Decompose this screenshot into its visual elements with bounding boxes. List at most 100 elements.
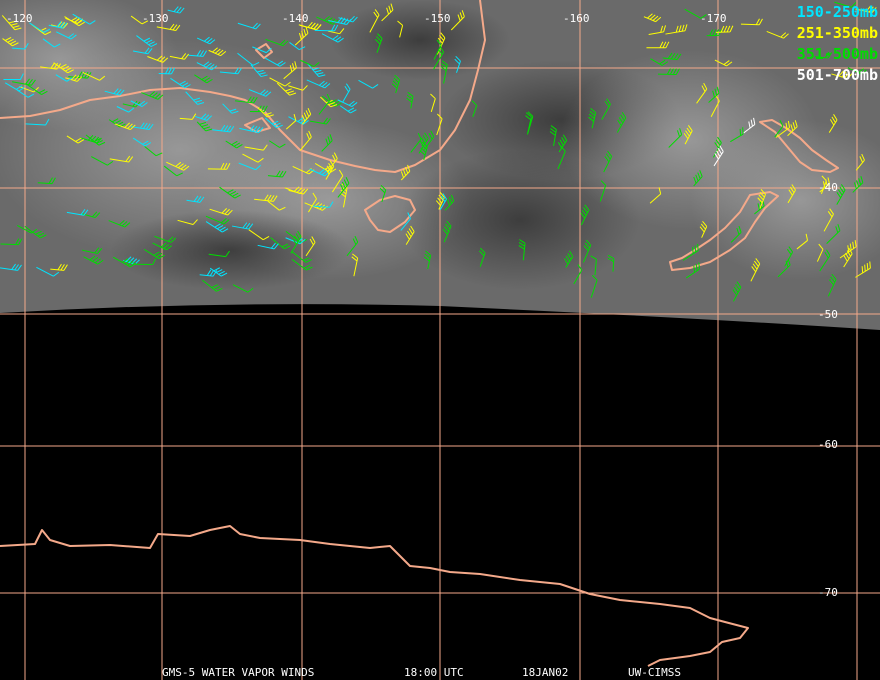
wind-barb — [167, 6, 185, 14]
wind-barb — [766, 30, 789, 39]
wind-barb — [588, 107, 597, 129]
wind-barb — [202, 279, 223, 292]
wind-barb — [397, 20, 404, 38]
wind-barb — [855, 261, 871, 278]
wind-barb — [305, 236, 316, 257]
wind-barb — [19, 86, 39, 93]
wind-barb — [219, 67, 242, 75]
coast-antarctica — [0, 525, 749, 667]
wind-barb — [557, 134, 568, 153]
wind-barb — [179, 113, 197, 120]
wind-barb — [337, 99, 358, 108]
wind-barb — [549, 125, 557, 147]
wind-barb — [254, 194, 278, 202]
coast-nz-south-island — [669, 191, 779, 271]
wind-barb — [814, 51, 833, 59]
wind-barb — [72, 13, 96, 25]
wind-barb — [314, 162, 337, 173]
wind-barb — [649, 187, 662, 204]
wind-barb — [264, 117, 283, 129]
wind-barb — [599, 180, 607, 202]
wind-barb — [419, 141, 428, 161]
wind-barb — [270, 237, 291, 250]
wind-barb — [590, 255, 597, 276]
wind-barb — [375, 33, 383, 53]
wind-barb — [194, 113, 213, 121]
wind-barb — [471, 100, 478, 118]
wind-barb — [205, 215, 230, 225]
wind-barb — [232, 222, 254, 230]
wind-barb — [406, 91, 414, 109]
wind-barb — [147, 55, 169, 63]
wind-barb — [132, 258, 157, 265]
wind-barb — [309, 117, 331, 125]
wind-barb — [301, 107, 312, 125]
wind-barb — [65, 74, 83, 82]
wind-barb — [269, 140, 286, 148]
lon-label: -130 — [142, 12, 169, 25]
wind-barb — [321, 33, 344, 43]
latitude-labels: -40 -50 -60 -70 — [818, 181, 838, 599]
caption-time: 18:00 UTC — [404, 666, 464, 679]
wind-barb — [248, 89, 272, 97]
wind-barb — [290, 230, 302, 254]
wind-barb — [244, 144, 268, 151]
caption-source: UW-CIMSS — [628, 666, 681, 679]
wind-barb — [754, 199, 765, 215]
wind-barb — [37, 177, 56, 185]
wind-barb — [130, 100, 148, 107]
wind-barb — [603, 150, 613, 173]
wind-barb — [234, 96, 258, 104]
wind-barb — [435, 192, 445, 210]
wind-barb — [309, 168, 331, 177]
wind-barb — [199, 269, 218, 277]
wind-barb — [424, 130, 435, 150]
wind-barb — [82, 247, 103, 255]
wind-barb — [114, 122, 136, 131]
wind-barb — [328, 17, 352, 25]
legend-item-251-350: 251-350mb — [796, 24, 878, 42]
wind-barb — [264, 57, 286, 67]
wind-barb — [257, 107, 274, 118]
wind-barb — [188, 49, 207, 57]
wind-barb — [715, 25, 734, 33]
wind-barb — [284, 186, 306, 194]
wind-barb — [283, 61, 297, 80]
wind-barb — [29, 22, 51, 33]
wind-barb — [442, 220, 452, 243]
wind-barb — [0, 263, 22, 271]
wind-barb — [196, 121, 213, 132]
wind-barb — [325, 160, 335, 180]
wind-barb — [440, 60, 448, 84]
wind-barb — [454, 55, 461, 73]
wind-barb — [616, 111, 627, 133]
wind-barb — [130, 122, 154, 131]
wind-barb — [314, 24, 339, 32]
lon-label: -120 — [6, 12, 33, 25]
lon-label: -140 — [282, 12, 309, 25]
wind-barb — [158, 67, 176, 75]
wind-barb — [518, 239, 526, 261]
wind-barb — [48, 21, 68, 29]
wind-barb — [1, 15, 22, 31]
wind-barb — [312, 201, 334, 208]
wind-barb — [774, 120, 784, 138]
wind-barb — [410, 132, 422, 153]
coast-australia-east — [0, 0, 486, 173]
wind-barb — [170, 77, 191, 89]
wind-barb — [66, 209, 89, 216]
wind-barb — [209, 208, 233, 216]
wind-barb — [418, 132, 429, 154]
wind-barb — [249, 105, 268, 113]
wind-barb — [643, 13, 662, 23]
wind-barb — [299, 130, 312, 151]
wind-barb — [855, 5, 877, 14]
wind-barb — [144, 145, 163, 157]
wind-barb — [732, 281, 742, 302]
lon-label: -150 — [424, 12, 451, 25]
wind-barb — [239, 125, 264, 134]
wind-barb — [300, 59, 320, 68]
wind-barb — [298, 22, 322, 31]
